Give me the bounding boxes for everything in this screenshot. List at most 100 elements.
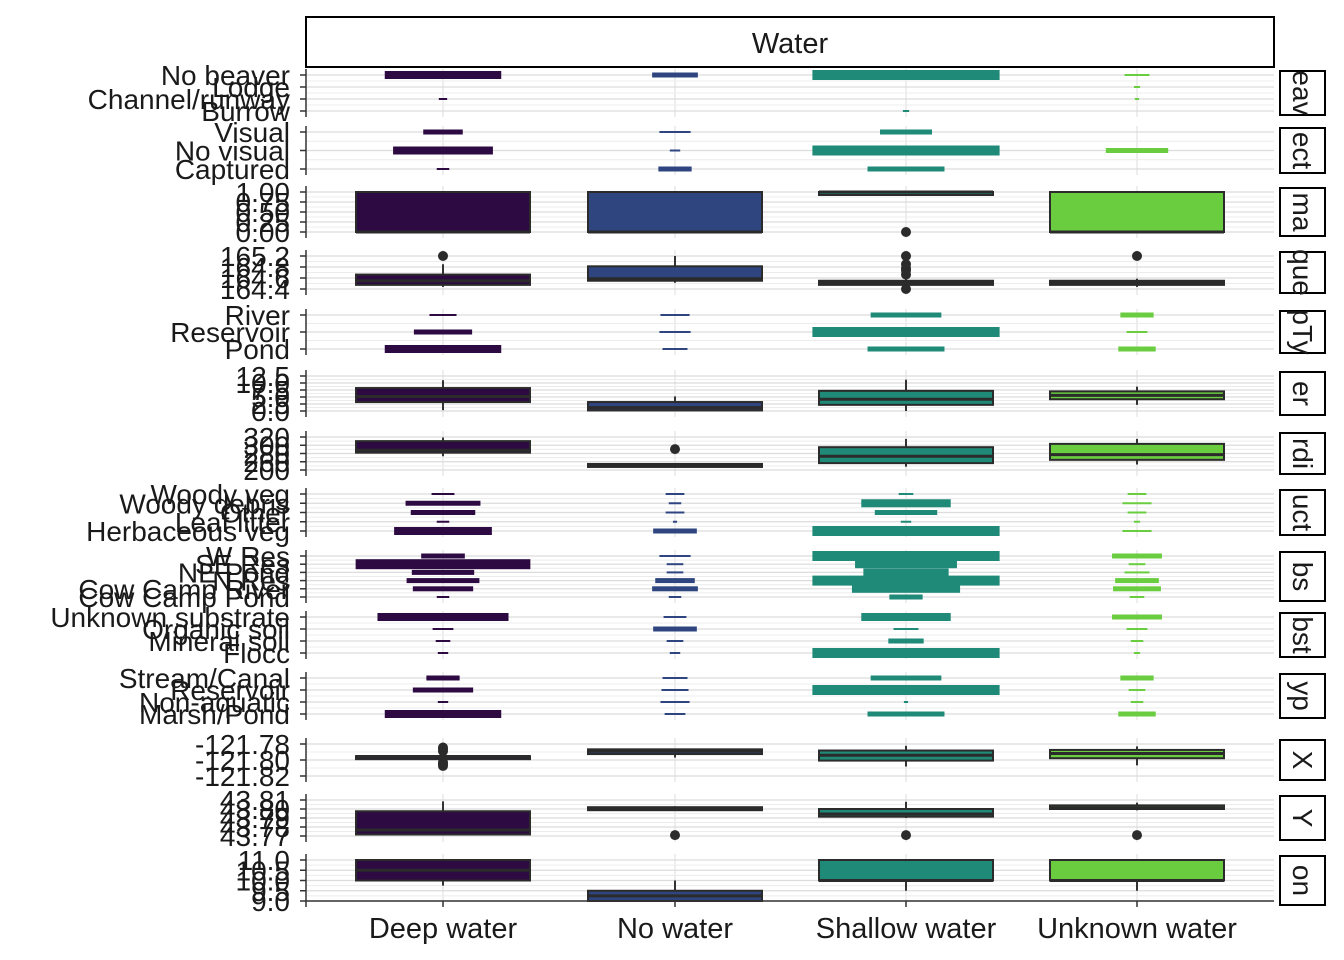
strip-label: X bbox=[1287, 751, 1318, 770]
factor-bar bbox=[1120, 675, 1154, 681]
factor-bar bbox=[437, 701, 449, 703]
factor-bar bbox=[1122, 530, 1152, 532]
strip-label: bst bbox=[1287, 616, 1318, 654]
strip-label: yp bbox=[1287, 681, 1318, 711]
outlier-point bbox=[438, 746, 448, 757]
y-tick-label: -121.80 bbox=[195, 745, 290, 776]
factor-bar bbox=[660, 701, 690, 703]
factor-bar bbox=[867, 346, 945, 352]
factor-bar bbox=[812, 526, 1000, 536]
factor-bar bbox=[437, 652, 449, 654]
y-tick-label: Mineral soil bbox=[148, 626, 290, 657]
factor-bar bbox=[1133, 86, 1141, 88]
factor-bar bbox=[1118, 346, 1156, 352]
outlier-point bbox=[901, 259, 911, 270]
strip-label: on bbox=[1287, 865, 1318, 896]
factor-bar bbox=[653, 528, 697, 534]
panel-11: -121.78-121.80-121.82 X bbox=[195, 729, 1326, 792]
factor-bar bbox=[666, 571, 684, 574]
factor-bar bbox=[412, 687, 474, 693]
factor-bar bbox=[1113, 586, 1161, 592]
y-tick-label: Burrow bbox=[201, 96, 290, 127]
box-body bbox=[1049, 442, 1225, 461]
factor-bar bbox=[663, 616, 687, 618]
factor-bar bbox=[413, 329, 473, 335]
y-tick-label: Other bbox=[220, 498, 290, 529]
x-axis: Deep water No water Shallow water Unknown w… bbox=[306, 900, 1274, 945]
box-body bbox=[818, 859, 994, 882]
y-tick-label: No visual bbox=[175, 136, 290, 167]
factor-bar bbox=[664, 713, 686, 715]
box-body bbox=[587, 191, 763, 233]
facet-strip-right bbox=[1279, 673, 1326, 719]
factor-bar bbox=[665, 511, 685, 514]
factor-bar bbox=[669, 652, 681, 654]
factor-bar bbox=[1126, 628, 1148, 630]
y-tick-label: River bbox=[225, 300, 290, 331]
factor-bar bbox=[377, 613, 509, 621]
factor-bar bbox=[411, 569, 475, 575]
factor-bar bbox=[436, 520, 450, 523]
facet-strip-right bbox=[1279, 310, 1326, 354]
y-tick-label: Lodge bbox=[212, 72, 290, 103]
y-tick-label: Marsh/Pond bbox=[139, 699, 290, 730]
factor-bar bbox=[665, 493, 685, 495]
y-tick-label: Woody veg bbox=[150, 479, 290, 510]
factor-bar bbox=[668, 502, 682, 505]
y-tick-label: 0.25 bbox=[236, 207, 291, 238]
outlier-point bbox=[438, 760, 448, 771]
y-tick-label: Captured bbox=[175, 154, 290, 185]
y-tick-label: Leaf litter bbox=[175, 507, 290, 538]
factor-bar bbox=[421, 553, 465, 559]
strip-label: ma bbox=[1287, 193, 1318, 232]
facet-strip-top bbox=[305, 16, 1275, 68]
y-tick-label: 280 bbox=[243, 439, 290, 470]
factor-bar bbox=[874, 510, 938, 515]
y-tick-label: 164.4 bbox=[220, 274, 290, 305]
outlier-point bbox=[901, 227, 911, 237]
factor-bar bbox=[870, 312, 942, 318]
y-tick-label: 320 bbox=[243, 422, 290, 453]
y-tick-label: Herbaceous veg bbox=[86, 516, 290, 547]
factor-bar bbox=[861, 613, 951, 621]
factor-bar bbox=[652, 72, 698, 78]
factor-bar bbox=[1128, 689, 1146, 691]
y-tick-label: 0.0 bbox=[251, 396, 290, 427]
x-tick-label: No water bbox=[617, 913, 733, 945]
box-body bbox=[355, 191, 531, 233]
y-tick-label: 43.80 bbox=[220, 794, 290, 825]
strip-label: bs bbox=[1287, 562, 1318, 592]
y-tick-label: 43.81 bbox=[220, 785, 290, 816]
factor-bar bbox=[384, 345, 502, 353]
y-tick-label: Stream/Canal bbox=[119, 663, 290, 694]
factor-bar bbox=[903, 701, 909, 703]
factor-bar bbox=[662, 677, 688, 679]
factor-bar bbox=[900, 520, 912, 523]
factor-bar bbox=[1130, 701, 1144, 703]
y-tick-label: Cow Camp River bbox=[78, 574, 290, 605]
facet-strip-right bbox=[1279, 371, 1326, 416]
y-tick-label: Unknown substrate bbox=[50, 602, 290, 633]
x-tick-label: Shallow water bbox=[816, 913, 997, 945]
factor-bar bbox=[1112, 614, 1162, 620]
outlier-point bbox=[438, 251, 448, 261]
factor-bar bbox=[432, 628, 454, 630]
factor-bar bbox=[406, 578, 480, 584]
y-tick-label: Woody debris bbox=[119, 488, 290, 519]
strip-label: uct bbox=[1287, 494, 1318, 532]
factor-bar bbox=[898, 493, 914, 495]
y-tick-label: 43.78 bbox=[220, 812, 290, 843]
y-tick-label: Visual bbox=[214, 117, 290, 148]
factor-bar bbox=[867, 166, 945, 172]
factor-bar bbox=[669, 149, 681, 152]
facet-strip-right bbox=[1279, 551, 1326, 602]
y-tick-label: 12.5 bbox=[236, 361, 291, 392]
factor-bar bbox=[436, 168, 450, 170]
factor-bar bbox=[1127, 511, 1147, 514]
y-tick-label: Organic soil bbox=[142, 614, 290, 645]
